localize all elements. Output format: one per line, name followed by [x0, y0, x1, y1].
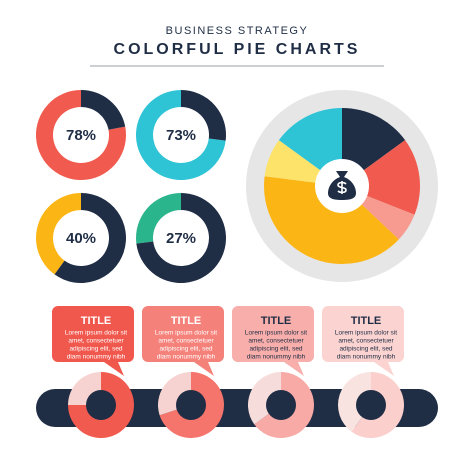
- title: COLORFUL PIE CHARTS: [114, 41, 361, 58]
- timeline-node: [86, 390, 116, 420]
- slice: [136, 193, 226, 283]
- callout-text: Lorem ipsum dolor sit: [65, 330, 127, 337]
- donut-label: 73%: [166, 127, 196, 144]
- callout-text: adipiscing elit, sed: [159, 346, 212, 353]
- money-sign: [337, 181, 347, 194]
- callout-text: diam nonummy nibh: [247, 354, 306, 361]
- slice: [35, 90, 126, 181]
- callout-text: adipiscing elit, sed: [69, 346, 122, 353]
- slice: [264, 176, 399, 264]
- callout-text: amet, consectetuer: [248, 338, 304, 345]
- donut-label: 78%: [66, 127, 96, 144]
- callout-title: TITLE: [261, 315, 292, 327]
- callout-text: amet, consectetuer: [158, 338, 214, 345]
- callout-text: adipiscing elit, sed: [249, 346, 302, 353]
- callout-title: TITLE: [351, 315, 382, 327]
- callout-text: diam nonummy nibh: [67, 354, 126, 361]
- callout-box: [322, 306, 404, 376]
- slice: [81, 90, 126, 130]
- slice: [35, 193, 81, 275]
- callout-box: [52, 306, 134, 376]
- callout-text: amet, consectetuer: [68, 338, 124, 345]
- callout-text: amet, consectetuer: [338, 338, 394, 345]
- callout-title: TITLE: [171, 315, 202, 327]
- subtitle: BUSINESS STRATEGY: [166, 25, 309, 37]
- callout-text: diam nonummy nibh: [157, 354, 216, 361]
- timeline-node: [176, 390, 206, 420]
- callout-text: adipiscing elit, sed: [339, 346, 392, 353]
- callout-text: Lorem ipsum dolor sit: [155, 330, 217, 337]
- callout-text: Lorem ipsum dolor sit: [245, 330, 307, 337]
- callout-text: diam nonummy nibh: [337, 354, 396, 361]
- donut-label: 40%: [66, 230, 96, 247]
- slice: [136, 90, 226, 181]
- timeline-bar: [36, 389, 438, 427]
- slice: [342, 140, 420, 215]
- callout-text: Lorem ipsum dolor sit: [335, 330, 397, 337]
- slice: [54, 193, 126, 283]
- timeline-node: [266, 390, 296, 420]
- callout-box: [232, 306, 314, 376]
- callout-box: [142, 306, 224, 376]
- slice: [135, 193, 181, 244]
- donut-label: 27%: [166, 230, 196, 247]
- slice: [338, 372, 371, 432]
- slice: [181, 90, 226, 141]
- slice: [248, 372, 281, 425]
- timeline-node: [356, 390, 386, 420]
- callout-title: TITLE: [81, 315, 112, 327]
